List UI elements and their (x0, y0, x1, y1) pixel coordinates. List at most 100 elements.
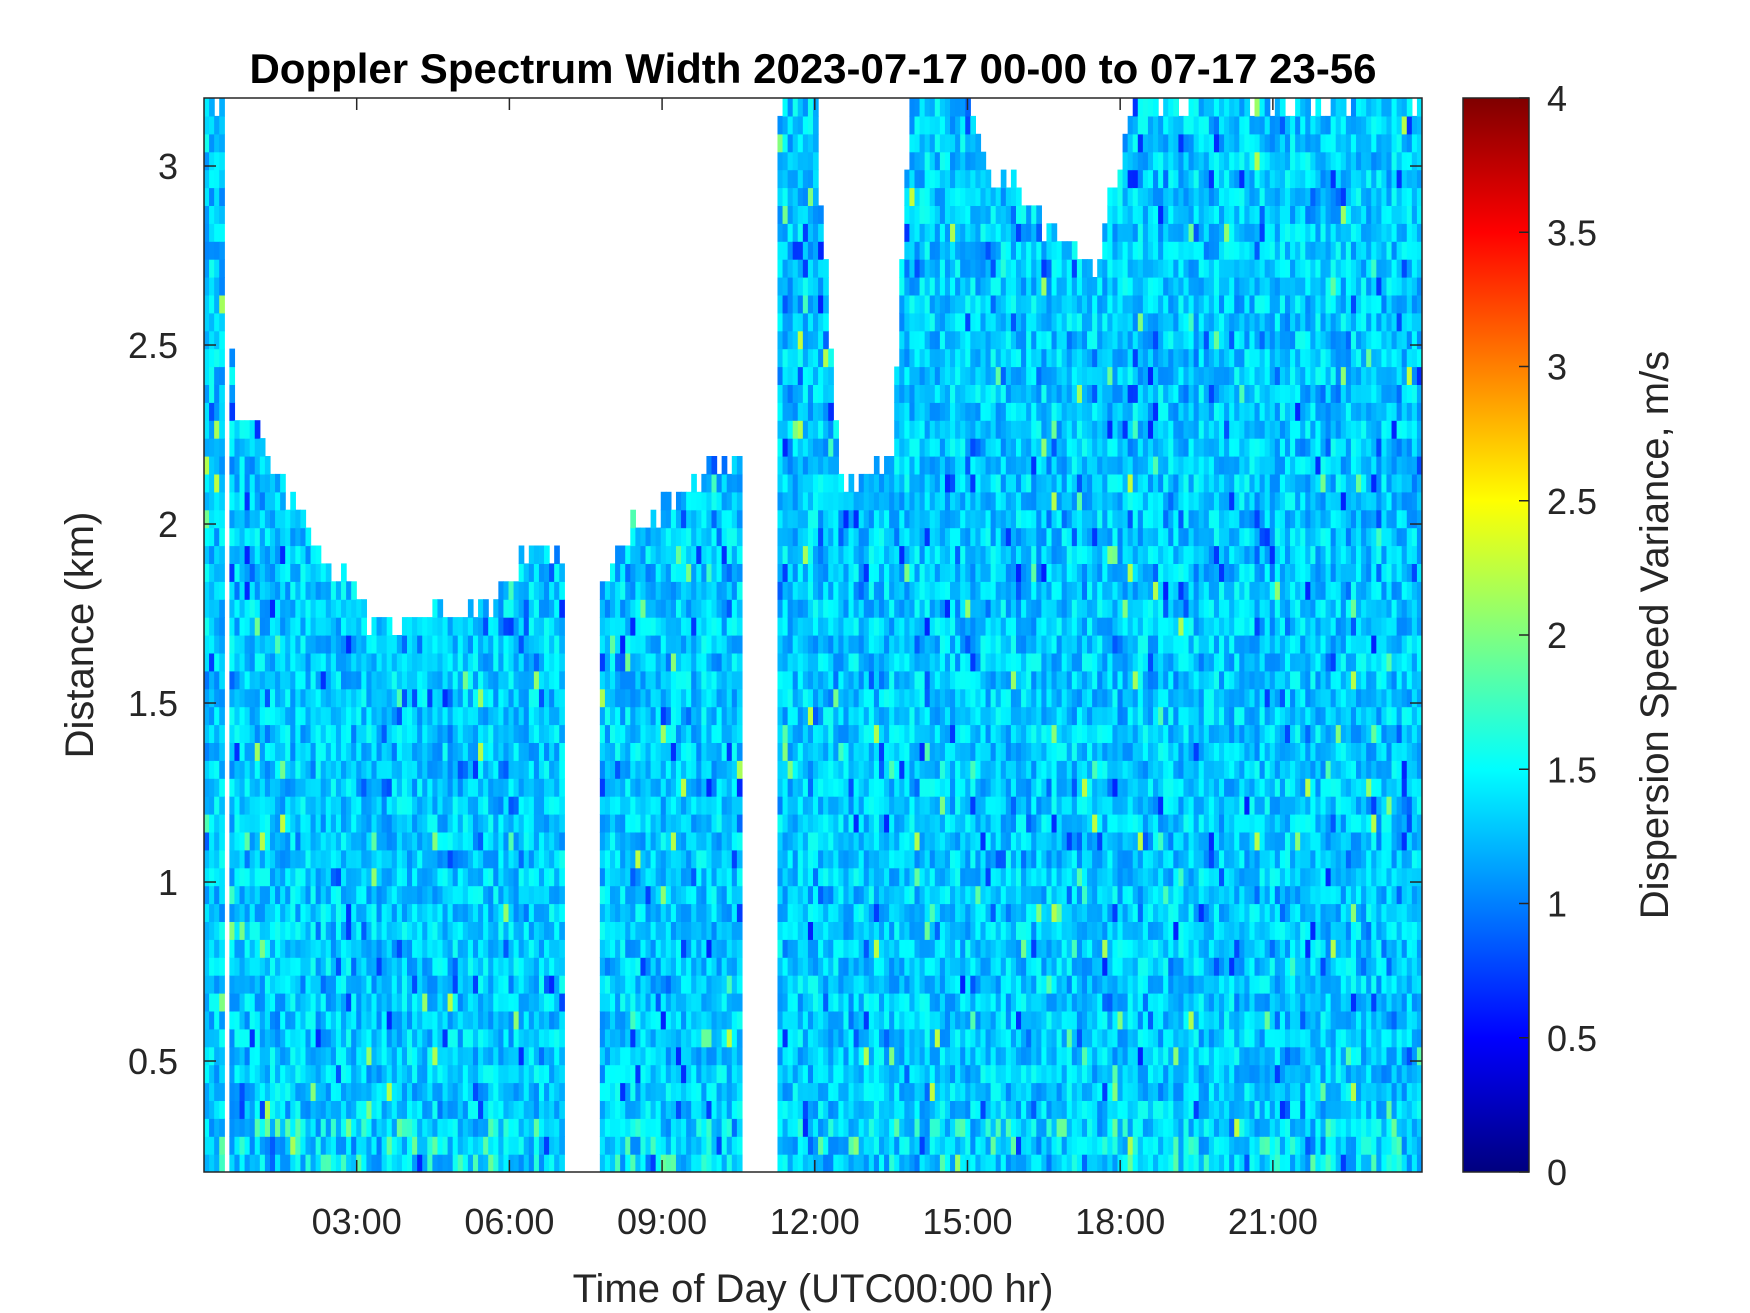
heatmap-cell (538, 724, 545, 743)
heatmap-cell (868, 1154, 875, 1172)
heatmap-cell (391, 670, 398, 690)
heatmap-cell (462, 1136, 469, 1155)
heatmap-cell (254, 1064, 261, 1084)
heatmap-cell (615, 796, 621, 815)
heatmap-cell (838, 509, 845, 529)
heatmap-cell (782, 885, 789, 905)
heatmap-cell (914, 133, 921, 153)
heatmap-cell (219, 867, 225, 887)
heatmap-cell (787, 1136, 794, 1155)
heatmap-cell (325, 1046, 332, 1066)
heatmap-cell (513, 1082, 520, 1101)
heatmap-cell (498, 742, 505, 761)
heatmap-cell (787, 438, 794, 457)
heatmap-cell (381, 831, 388, 851)
heatmap-cell (620, 831, 626, 851)
heatmap-cell (259, 939, 266, 958)
heatmap-cell (346, 975, 352, 994)
heatmap-cell (665, 599, 672, 618)
heatmap-cell (711, 796, 718, 815)
heatmap-cell (818, 706, 824, 726)
heatmap-cell (889, 563, 895, 582)
heatmap-cell (361, 885, 367, 905)
heatmap-cell (675, 617, 682, 636)
heatmap-cell (914, 635, 921, 654)
heatmap-cell (346, 706, 352, 726)
heatmap-cell (924, 1136, 931, 1155)
heatmap-cell (457, 1028, 464, 1048)
heatmap-cell (599, 706, 606, 726)
heatmap-cell (807, 1136, 814, 1155)
heatmap-cell (351, 635, 357, 654)
heatmap-cell (351, 1028, 357, 1048)
heatmap-cell (513, 1118, 520, 1137)
heatmap-cell (782, 151, 789, 171)
heatmap-cell (630, 670, 636, 690)
heatmap-cell (462, 939, 469, 958)
heatmap-cell (904, 1082, 911, 1101)
heatmap-cell (823, 330, 829, 350)
heatmap-cell (305, 814, 312, 833)
heatmap-cell (599, 760, 606, 779)
heatmap-cell (528, 670, 535, 690)
heatmap-cell (670, 545, 677, 564)
heatmap-cell (807, 438, 814, 457)
heatmap-cell (533, 617, 540, 636)
heatmap-cell (239, 975, 246, 994)
heatmap-cell (818, 277, 824, 296)
heatmap-cell (204, 617, 210, 636)
heatmap-cell (726, 831, 733, 851)
heatmap-cell (782, 1136, 789, 1155)
heatmap-cell (787, 402, 794, 421)
heatmap-cell (645, 706, 652, 726)
heatmap-cell (351, 849, 357, 869)
heatmap-cell (782, 796, 789, 815)
heatmap-cell (884, 1154, 890, 1172)
heatmap-cell (437, 903, 444, 922)
heatmap-cell (863, 635, 870, 654)
heatmap-cell (493, 778, 499, 797)
heatmap-cell (797, 509, 804, 529)
heatmap-cell (889, 796, 895, 815)
heatmap-cell (828, 581, 834, 600)
heatmap-cell (254, 1046, 261, 1066)
heatmap-cell (726, 473, 733, 493)
heatmap-cell (346, 778, 352, 797)
heatmap-cell (335, 617, 342, 636)
heatmap-cell (691, 975, 697, 994)
heatmap-cell (285, 670, 291, 690)
heatmap-cell (630, 975, 636, 994)
heatmap-cell (868, 814, 875, 833)
heatmap-cell (665, 581, 672, 600)
heatmap-cell (533, 724, 540, 743)
heatmap-cell (807, 903, 814, 922)
heatmap-cell (219, 366, 225, 385)
heatmap-cell (417, 957, 423, 976)
heatmap-cell (635, 670, 642, 690)
heatmap-cell (528, 831, 535, 851)
heatmap-cell (376, 1100, 383, 1119)
heatmap-cell (620, 993, 626, 1012)
heatmap-cell (280, 563, 286, 582)
heatmap-cell (807, 402, 814, 421)
heatmap-cell (244, 1100, 251, 1119)
heatmap-cell (675, 670, 682, 690)
heatmap-cell (863, 563, 870, 582)
heatmap-cell (498, 581, 505, 600)
heatmap-cell (544, 706, 550, 726)
heatmap-cell (630, 867, 636, 887)
heatmap-cell (234, 706, 241, 726)
heatmap-cell (209, 1082, 215, 1101)
heatmap-cell (259, 796, 266, 815)
heatmap-cell (280, 545, 286, 564)
heatmap-cell (828, 509, 834, 529)
heatmap-cell (528, 1046, 535, 1066)
heatmap-cell (635, 563, 642, 582)
heatmap-cell (234, 617, 241, 636)
heatmap-cell (878, 706, 885, 726)
heatmap-cell (401, 975, 408, 994)
heatmap-cell (239, 939, 246, 958)
heatmap-cell (655, 617, 662, 636)
heatmap-cell (868, 563, 875, 582)
heatmap-cell (675, 491, 682, 511)
